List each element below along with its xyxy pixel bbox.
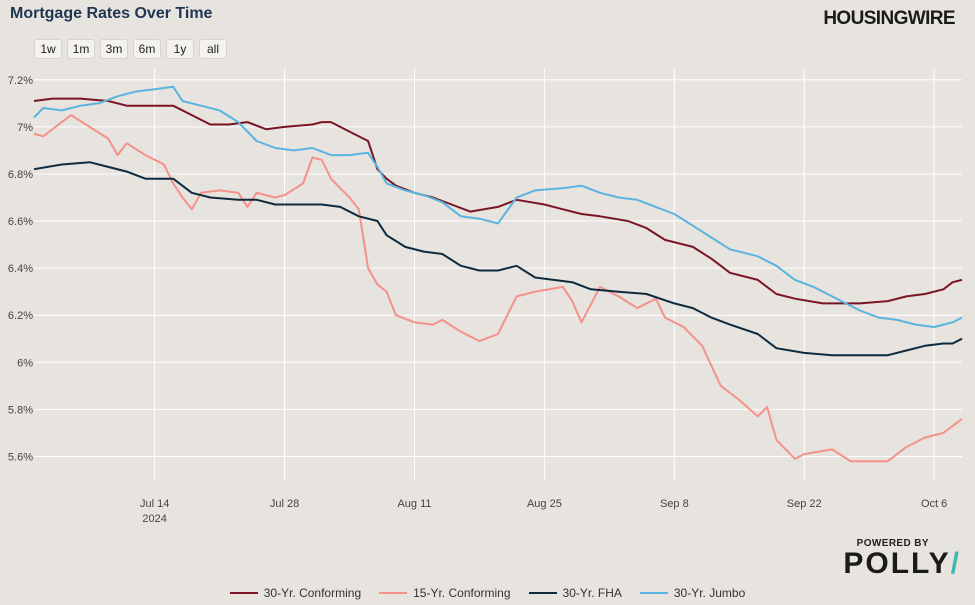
range-button-all[interactable]: all <box>199 39 227 59</box>
polly-name: POLLY <box>843 547 951 580</box>
y-tick-label: 6.2% <box>8 310 33 322</box>
legend-swatch <box>528 592 557 594</box>
series-line-2 <box>33 161 963 357</box>
page-title: Mortgage Rates Over Time <box>10 5 213 22</box>
y-tick-label: 5.8% <box>8 404 33 416</box>
x-tick-label: Aug 25 <box>527 498 562 510</box>
x-tick-label: Sep 8 <box>660 498 689 510</box>
legend-swatch <box>639 592 668 594</box>
legend-swatch <box>379 592 408 594</box>
legend-label: 30-Yr. Jumbo <box>673 586 746 600</box>
y-tick-label: 6% <box>17 357 33 369</box>
x-tick-label: Jul 28 <box>270 498 299 510</box>
x-tick-year-label: 2024 <box>142 513 166 525</box>
range-button-6m[interactable]: 6m <box>133 39 161 59</box>
powered-by-polly: POWERED BY POLLY/ <box>843 538 961 579</box>
y-tick-label: 6.4% <box>8 263 33 275</box>
range-button-3m[interactable]: 3m <box>100 39 128 59</box>
y-tick-label: 7% <box>17 122 33 134</box>
series-line-1 <box>33 114 963 463</box>
x-tick-label: Aug 11 <box>397 498 431 510</box>
range-selector: 1w 1m 3m 6m 1y all <box>34 39 227 59</box>
legend-item-30yr-jumbo[interactable]: 30-Yr. Jumbo <box>639 586 746 600</box>
legend-label: 30-Yr. Conforming <box>263 586 362 600</box>
polly-slash-icon: / <box>950 547 961 580</box>
range-button-1y[interactable]: 1y <box>166 39 194 59</box>
series-line-3 <box>33 85 963 328</box>
powered-by-label: POWERED BY <box>856 538 929 549</box>
x-axis: Jul 14 2024 Jul 28 Aug 11 Aug 25 Sep 8 Sep 22 O… <box>140 498 947 525</box>
series-line-0 <box>33 97 963 305</box>
range-button-1w[interactable]: 1w <box>34 39 62 59</box>
y-axis: 5.6% 5.8% 6% 6.2% 6.4% 6.6% 6.8% 7% 7.2% <box>8 75 33 464</box>
y-tick-label: 5.6% <box>8 451 33 463</box>
series-lines <box>33 85 963 463</box>
legend-item-30yr-fha[interactable]: 30-Yr. FHA <box>528 586 622 600</box>
legend-label: 15-Yr. Conforming <box>413 586 511 600</box>
x-tick-label: Jul 14 <box>140 498 169 510</box>
y-tick-label: 7.2% <box>8 75 33 87</box>
y-tick-label: 6.6% <box>8 216 33 228</box>
y-tick-label: 6.8% <box>8 169 33 181</box>
housingwire-logo: HOUSINGWIRE <box>823 8 955 29</box>
x-tick-label: Oct 6 <box>921 498 947 510</box>
legend-swatch <box>229 592 258 594</box>
range-button-1m[interactable]: 1m <box>67 39 95 59</box>
legend-item-15yr-conforming[interactable]: 15-Yr. Conforming <box>379 586 511 600</box>
legend-item-30yr-conforming[interactable]: 30-Yr. Conforming <box>229 586 362 600</box>
legend-label: 30-Yr. FHA <box>562 586 622 600</box>
legend: 30-Yr. Conforming 15-Yr. Conforming 30-Y… <box>0 586 975 600</box>
x-tick-label: Sep 22 <box>787 498 822 510</box>
polly-logo: POLLY/ <box>843 549 961 579</box>
grid-lines <box>34 68 962 480</box>
